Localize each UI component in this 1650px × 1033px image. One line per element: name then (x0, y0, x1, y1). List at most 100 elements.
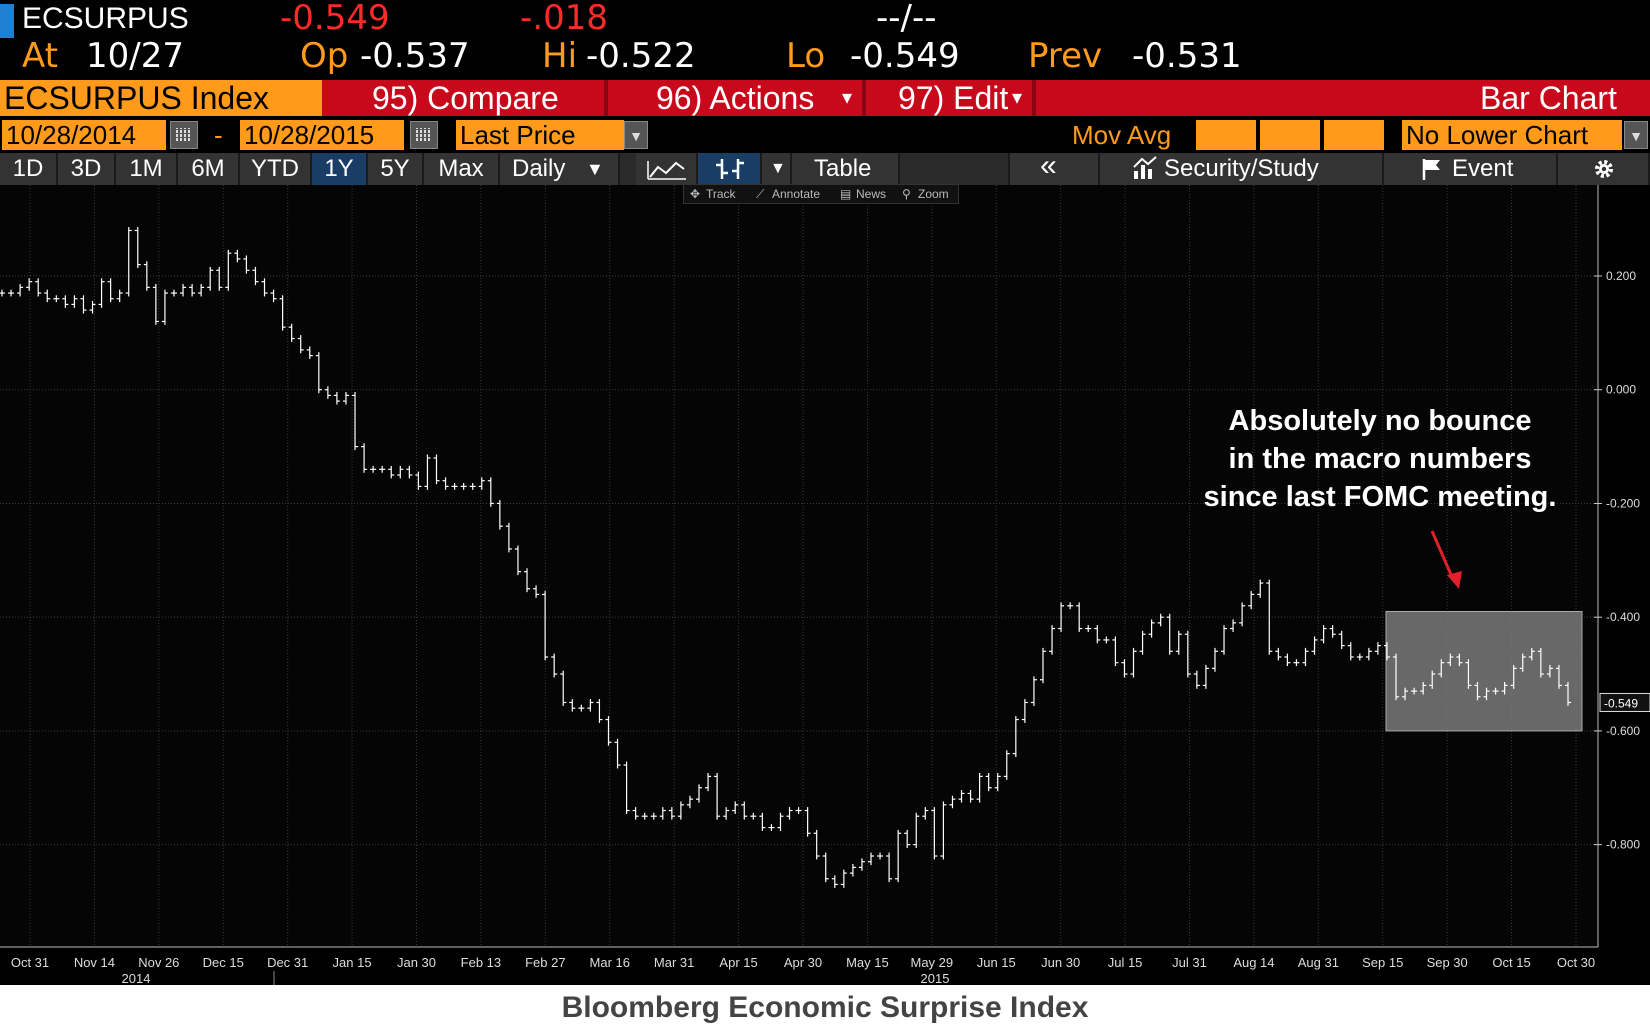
tab-1y[interactable]: 1Y (312, 153, 368, 185)
table-button[interactable]: Table (792, 153, 900, 185)
start-date-field[interactable]: 10/28/2014 (2, 120, 166, 150)
collapse-button[interactable]: « (1010, 149, 1100, 185)
chevron-down-icon[interactable]: ▼ (1624, 121, 1648, 149)
price-bar (1257, 579, 1264, 598)
price-bar (1202, 664, 1209, 689)
net-change: -.018 (520, 0, 608, 38)
at-date: 10/27 (86, 36, 184, 76)
ticker-symbol[interactable]: ECSURPUS (22, 2, 189, 35)
x-tick-label: Oct 31 (11, 955, 49, 970)
price-bar (587, 699, 594, 712)
end-date-field[interactable]: 10/28/2015 (240, 120, 404, 150)
prev-value: -0.531 (1132, 36, 1242, 76)
price-bar (1393, 653, 1400, 701)
chart-type-label[interactable]: Bar Chart (1480, 80, 1617, 116)
price-bar (1537, 647, 1544, 678)
edit-button[interactable]: 97) Edit (898, 80, 1009, 116)
news-icon[interactable]: ▤ (840, 187, 852, 201)
event-button[interactable]: Event (1384, 153, 1558, 185)
edit-caret-icon[interactable]: ▾ (1012, 87, 1023, 109)
price-bar (1248, 591, 1255, 610)
at-label: At (22, 36, 58, 76)
track-icon[interactable]: ✥ (690, 187, 701, 201)
calendar-icon[interactable] (410, 121, 438, 149)
function-bar-divider (862, 80, 866, 116)
price-bar (234, 249, 241, 263)
actions-button[interactable]: 96) Actions (656, 80, 815, 116)
function-bar-divider (1032, 80, 1036, 116)
price-bar (1338, 630, 1345, 650)
tab-3d[interactable]: 3D (58, 153, 116, 185)
price-bar (569, 699, 576, 712)
ohlc-bar-tool[interactable] (698, 153, 762, 185)
price-bar (551, 653, 558, 678)
price-bar (922, 807, 929, 820)
ticker-flag-icon (0, 4, 14, 38)
tab-1d[interactable]: 1D (0, 153, 58, 185)
settings-button[interactable] (1558, 153, 1650, 185)
actions-caret-icon[interactable]: ▾ (842, 87, 853, 109)
price-bar (1021, 699, 1028, 723)
price-bar (107, 278, 114, 303)
price-bar (1130, 647, 1137, 678)
price-bar (1039, 647, 1046, 684)
price-bar (1103, 636, 1110, 644)
price-bar (994, 772, 1001, 792)
security-field[interactable]: ECSURPUS Index (0, 80, 322, 116)
toolbar-spacer (900, 153, 1010, 185)
last-price: -0.549 (280, 0, 390, 38)
calendar-icon[interactable] (170, 121, 198, 149)
price-bar (985, 772, 992, 792)
chart-style-dropdown[interactable]: ▼ (762, 153, 792, 185)
price-bar (578, 704, 585, 712)
lower-chart-select[interactable]: No Lower Chart (1402, 120, 1622, 150)
news-button[interactable]: News (856, 187, 887, 201)
security-study-button[interactable]: Security/Study (1100, 153, 1384, 185)
double-chevron-left-icon: « (1040, 149, 1057, 182)
annotate-button[interactable]: Annotate (772, 187, 821, 201)
line-chart-tool[interactable] (636, 153, 698, 185)
track-button[interactable]: Track (706, 187, 736, 201)
price-bar (1175, 630, 1182, 655)
price-bar (1374, 642, 1381, 655)
price-bar (1230, 619, 1237, 632)
function-bar: ECSURPUS Index 95) Compare 96) Actions ▾… (0, 80, 1650, 116)
compare-button[interactable]: 95) Compare (372, 80, 559, 116)
mov-avg-field-3[interactable] (1324, 120, 1384, 150)
quote-detail-row: At 10/27 Op -0.537 Hi -0.522 Lo -0.549 P… (0, 36, 1650, 76)
x-tick-label: Jan 15 (333, 955, 372, 970)
price-field-select[interactable]: Last Price (456, 120, 624, 150)
price-bar (614, 738, 621, 769)
price-bar (505, 522, 512, 553)
annotate-icon[interactable]: ⟋ (756, 187, 765, 201)
price-bar (315, 352, 322, 394)
price-bar (1565, 682, 1571, 706)
price-bar (1483, 687, 1490, 701)
tab-6m[interactable]: 6M (178, 153, 240, 185)
arrow-head-icon (1447, 571, 1462, 589)
price-bar (958, 790, 965, 803)
mov-avg-field-2[interactable] (1260, 120, 1320, 150)
price-bar (1429, 670, 1436, 689)
tab-max[interactable]: Max (424, 153, 500, 185)
price-bar (804, 807, 811, 837)
tab-1m[interactable]: 1M (116, 153, 178, 185)
tab-5y[interactable]: 5Y (368, 153, 424, 185)
price-bar (1293, 659, 1300, 667)
zoom-button[interactable]: Zoom (918, 187, 949, 201)
chevron-down-icon[interactable]: ▼ (624, 121, 648, 149)
tab-ytd[interactable]: YTD (240, 153, 312, 185)
price-bar (1402, 687, 1409, 701)
zoom-icon[interactable]: ⚲ (902, 187, 911, 201)
x-tick-label: Sep 15 (1362, 955, 1403, 970)
year-label: 2015 (921, 971, 950, 985)
price-bar (777, 812, 784, 831)
price-bar (940, 801, 947, 860)
price-bar (1266, 579, 1273, 655)
frequency-select[interactable]: Daily ▼ (500, 153, 620, 185)
price-chart[interactable]: Oct 31 Nov 14 Nov 26 Dec 15 Dec 31 Jan 15 Jan … (0, 185, 1650, 985)
price-bar (759, 812, 766, 831)
price-bar (659, 807, 666, 820)
y-tick-label: -0.600 (1606, 724, 1640, 738)
mov-avg-field-1[interactable] (1196, 120, 1256, 150)
